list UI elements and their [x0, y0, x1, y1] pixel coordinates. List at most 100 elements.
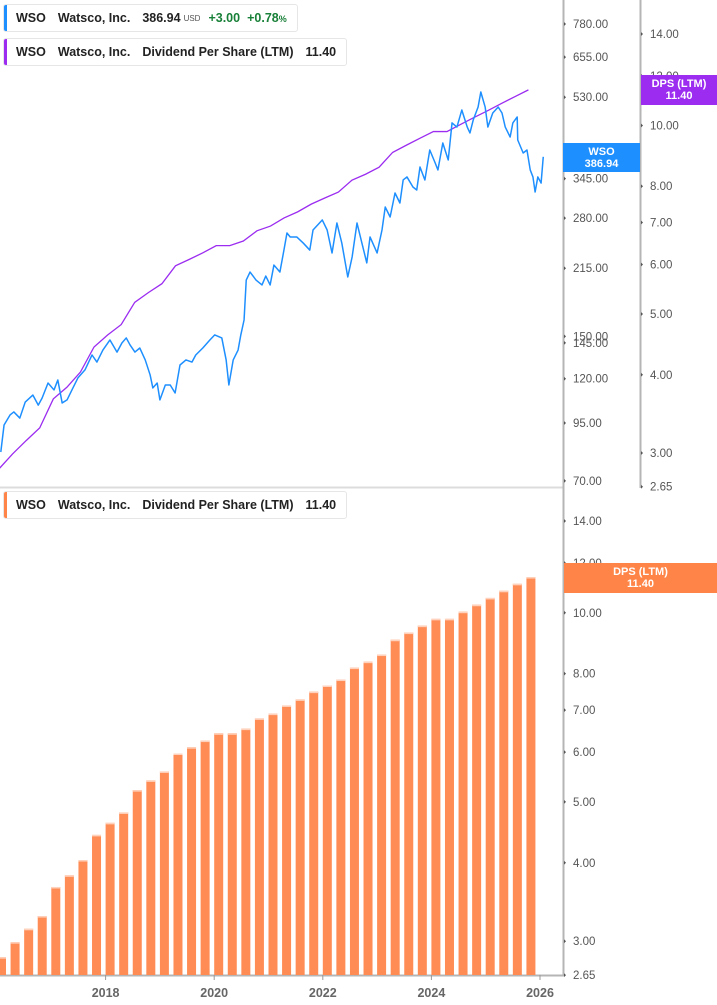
- dps-bar[interactable]: [159, 771, 169, 975]
- dps-bar[interactable]: [92, 834, 102, 975]
- price-tick-label: 215.00: [573, 263, 608, 275]
- dps-legend-swatch: [4, 492, 7, 518]
- legend-ticker: WSO: [16, 45, 46, 59]
- dps-bar[interactable]: [431, 618, 441, 975]
- dps-bar-top: [10, 942, 20, 944]
- price-tick-label-mark: [564, 340, 566, 345]
- dps-bar[interactable]: [458, 611, 468, 975]
- dps-line[interactable]: [0, 89, 529, 469]
- dps-bar-top: [472, 604, 482, 607]
- dps-bar[interactable]: [173, 753, 183, 975]
- dps-bar[interactable]: [295, 699, 305, 975]
- dps-bar-top: [458, 611, 468, 614]
- dps-label-name: DPS (LTM): [651, 78, 707, 90]
- dps-bar[interactable]: [78, 860, 88, 975]
- dps-bar[interactable]: [119, 812, 129, 975]
- dps-bar-top: [512, 583, 522, 586]
- dps-bar[interactable]: [51, 886, 61, 975]
- dps-bar-top: [499, 590, 509, 593]
- dps-bar[interactable]: [187, 747, 197, 975]
- dps-legend-top[interactable]: WSO Watsco, Inc. Dividend Per Share (LTM…: [3, 38, 348, 66]
- dps-bar[interactable]: [132, 790, 142, 975]
- dps-bar-top: [336, 679, 346, 682]
- dps-bar-top: [24, 928, 34, 931]
- dps-bar[interactable]: [417, 625, 427, 975]
- x-tick-label: 2022: [309, 986, 337, 1000]
- dps-bar[interactable]: [0, 957, 6, 975]
- dps-bar[interactable]: [105, 822, 115, 975]
- dps-bar-top: [431, 618, 441, 621]
- legend-change-pct: +0.78%: [247, 11, 287, 25]
- dps-bar[interactable]: [390, 639, 400, 975]
- dps-bar[interactable]: [146, 780, 156, 975]
- dps-bar[interactable]: [37, 916, 47, 975]
- dps-bottom-tick-label: 5.00: [573, 797, 595, 809]
- dps-label-value: 11.40: [665, 90, 693, 102]
- dps-bar[interactable]: [200, 740, 210, 975]
- price-tick-label: 345.00: [573, 174, 608, 186]
- dps-bar[interactable]: [241, 728, 251, 975]
- dps-bar[interactable]: [472, 604, 482, 975]
- x-tick-label: 2026: [526, 986, 554, 1000]
- dps-bar[interactable]: [404, 632, 414, 975]
- dps-bar[interactable]: [444, 618, 454, 975]
- dps-bar[interactable]: [254, 718, 264, 975]
- dps-top-tick-label-mark: [641, 123, 643, 128]
- dps-bar-top: [363, 661, 373, 664]
- dps-bar[interactable]: [282, 705, 292, 975]
- dps-bar[interactable]: [349, 667, 359, 975]
- dps-bar[interactable]: [64, 875, 74, 975]
- dps-bar[interactable]: [336, 679, 346, 975]
- dps-bottom-tick-label: 7.00: [573, 705, 595, 717]
- dps-bar[interactable]: [24, 928, 34, 975]
- dps-bottom-tick-label-mark: [564, 519, 566, 523]
- dps-bar[interactable]: [214, 733, 224, 975]
- dps-bar[interactable]: [377, 654, 387, 975]
- legend-company: Watsco, Inc.: [57, 498, 131, 512]
- price-value-label: WSO 386.94: [563, 143, 640, 172]
- price-tick-label: 120.00: [573, 374, 608, 386]
- dps-bar-top: [444, 618, 454, 621]
- dps-bar[interactable]: [268, 713, 278, 975]
- dps-bottom-tick-label-mark: [564, 708, 566, 713]
- x-tick-label: 2020: [200, 986, 228, 1000]
- dps-bottom-tick-label-mark: [564, 671, 566, 676]
- top-series: [0, 89, 545, 469]
- legend-ticker: WSO: [16, 498, 46, 512]
- price-legend[interactable]: WSO Watsco, Inc. 386.94 USD +3.00 +0.78%: [3, 4, 298, 32]
- price-label-value: 386.94: [584, 157, 619, 170]
- dps-bottom-tick-label-mark: [564, 750, 566, 755]
- dps-top-tick-label-mark: [641, 372, 643, 377]
- price-tick-label: 95.00: [573, 418, 602, 430]
- dps-bar[interactable]: [499, 590, 509, 975]
- dps-bar[interactable]: [363, 661, 373, 975]
- dps-bar[interactable]: [309, 691, 319, 975]
- price-legend-swatch: [4, 5, 7, 31]
- price-tick-label-mark: [564, 334, 566, 339]
- dps-top-tick-label: 6.00: [650, 259, 672, 271]
- dps-bar-top: [105, 822, 115, 825]
- dps-bar-top: [349, 667, 359, 670]
- dps-bottom-tick-label-mark: [564, 799, 566, 804]
- dps-bar-top: [295, 699, 305, 701]
- dps-top-tick-label-mark: [641, 312, 643, 317]
- price-tick-label-mark: [564, 420, 566, 425]
- legend-ticker: WSO: [16, 11, 46, 25]
- dps-top-value-label: DPS (LTM) 11.40: [641, 75, 717, 105]
- dps-bar[interactable]: [322, 685, 332, 975]
- dps-bar[interactable]: [512, 583, 522, 975]
- legend-change: +3.00: [208, 11, 241, 25]
- dps-bottom-tick-label-mark: [564, 610, 566, 615]
- dps-bar[interactable]: [485, 597, 495, 975]
- dps-legend-bottom[interactable]: WSO Watsco, Inc. Dividend Per Share (LTM…: [3, 491, 348, 519]
- dps-bar[interactable]: [227, 733, 237, 975]
- change-pct-value: +0.78: [247, 11, 279, 25]
- dps-bar-top: [92, 834, 102, 837]
- dps-bar[interactable]: [10, 942, 20, 975]
- price-tick-label-mark: [564, 216, 566, 221]
- price-line[interactable]: [0, 91, 545, 453]
- dps-top-tick-label-mark: [641, 220, 643, 225]
- dps-bar-top: [78, 860, 88, 862]
- dps-bar[interactable]: [526, 577, 536, 975]
- dps-bar-top: [51, 886, 61, 889]
